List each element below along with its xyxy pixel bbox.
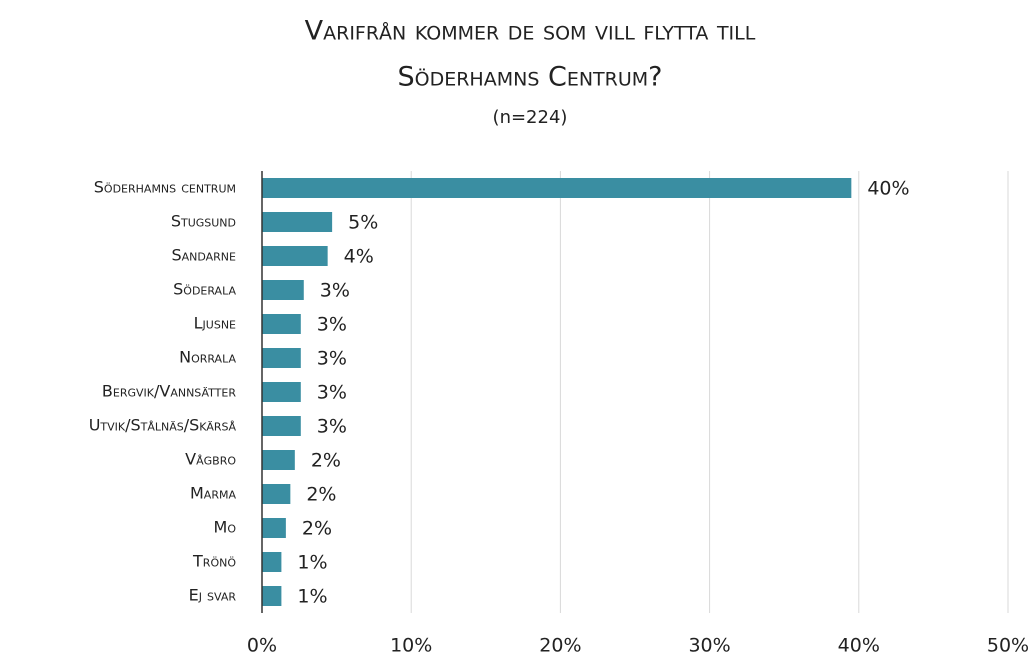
data-label: 3% (317, 382, 347, 404)
y-tick-label: Söderala (173, 280, 236, 299)
chart-subtitle: (n=224) (493, 107, 568, 128)
x-tick-label: 40% (838, 635, 880, 657)
data-label: 3% (320, 280, 350, 302)
data-label: 2% (311, 450, 341, 472)
bar (262, 178, 852, 198)
bar (262, 586, 282, 606)
data-label: 1% (297, 552, 327, 574)
x-tick-label: 20% (539, 635, 581, 657)
data-label: 5% (348, 212, 378, 234)
x-tick-label: 0% (247, 635, 277, 657)
y-tick-label: Trönö (192, 552, 236, 571)
bar (262, 246, 328, 266)
bar (262, 348, 301, 368)
bar (262, 280, 304, 300)
y-tick-label: Ljusne (194, 314, 236, 333)
bar (262, 552, 282, 572)
y-tick-label: Bergvik/Vannsätter (102, 382, 236, 401)
y-tick-label: Sandarne (171, 246, 236, 265)
y-tick-label: Söderhamns centrum (94, 178, 236, 197)
y-tick-label: Ej svar (189, 586, 237, 605)
y-tick-label: Stugsund (171, 212, 236, 231)
data-label: 3% (317, 314, 347, 336)
bar (262, 314, 301, 334)
x-tick-label: 50% (987, 635, 1029, 657)
data-label: 40% (867, 178, 909, 200)
y-tick-label: Marma (190, 484, 236, 503)
bar (262, 450, 295, 470)
bar (262, 382, 301, 402)
bar (262, 416, 301, 436)
data-label: 2% (306, 484, 336, 506)
data-label: 3% (317, 348, 347, 370)
chart-title: Varifrån kommer de som vill flytta till (305, 16, 756, 47)
bar (262, 212, 333, 232)
y-tick-label: Mo (214, 518, 237, 537)
bar (262, 484, 291, 504)
y-tick-label: Vågbro (185, 450, 236, 469)
data-label: 4% (344, 246, 374, 268)
bar (262, 518, 286, 538)
data-label: 2% (302, 518, 332, 540)
data-label: 3% (317, 416, 347, 438)
chart-title: Söderhamns Centrum? (398, 62, 663, 93)
y-tick-label: Utvik/Stålnäs/Skärså (89, 416, 237, 435)
x-tick-label: 10% (390, 635, 432, 657)
y-tick-label: Norrala (179, 348, 236, 367)
x-tick-label: 30% (688, 635, 730, 657)
data-label: 1% (297, 586, 327, 608)
